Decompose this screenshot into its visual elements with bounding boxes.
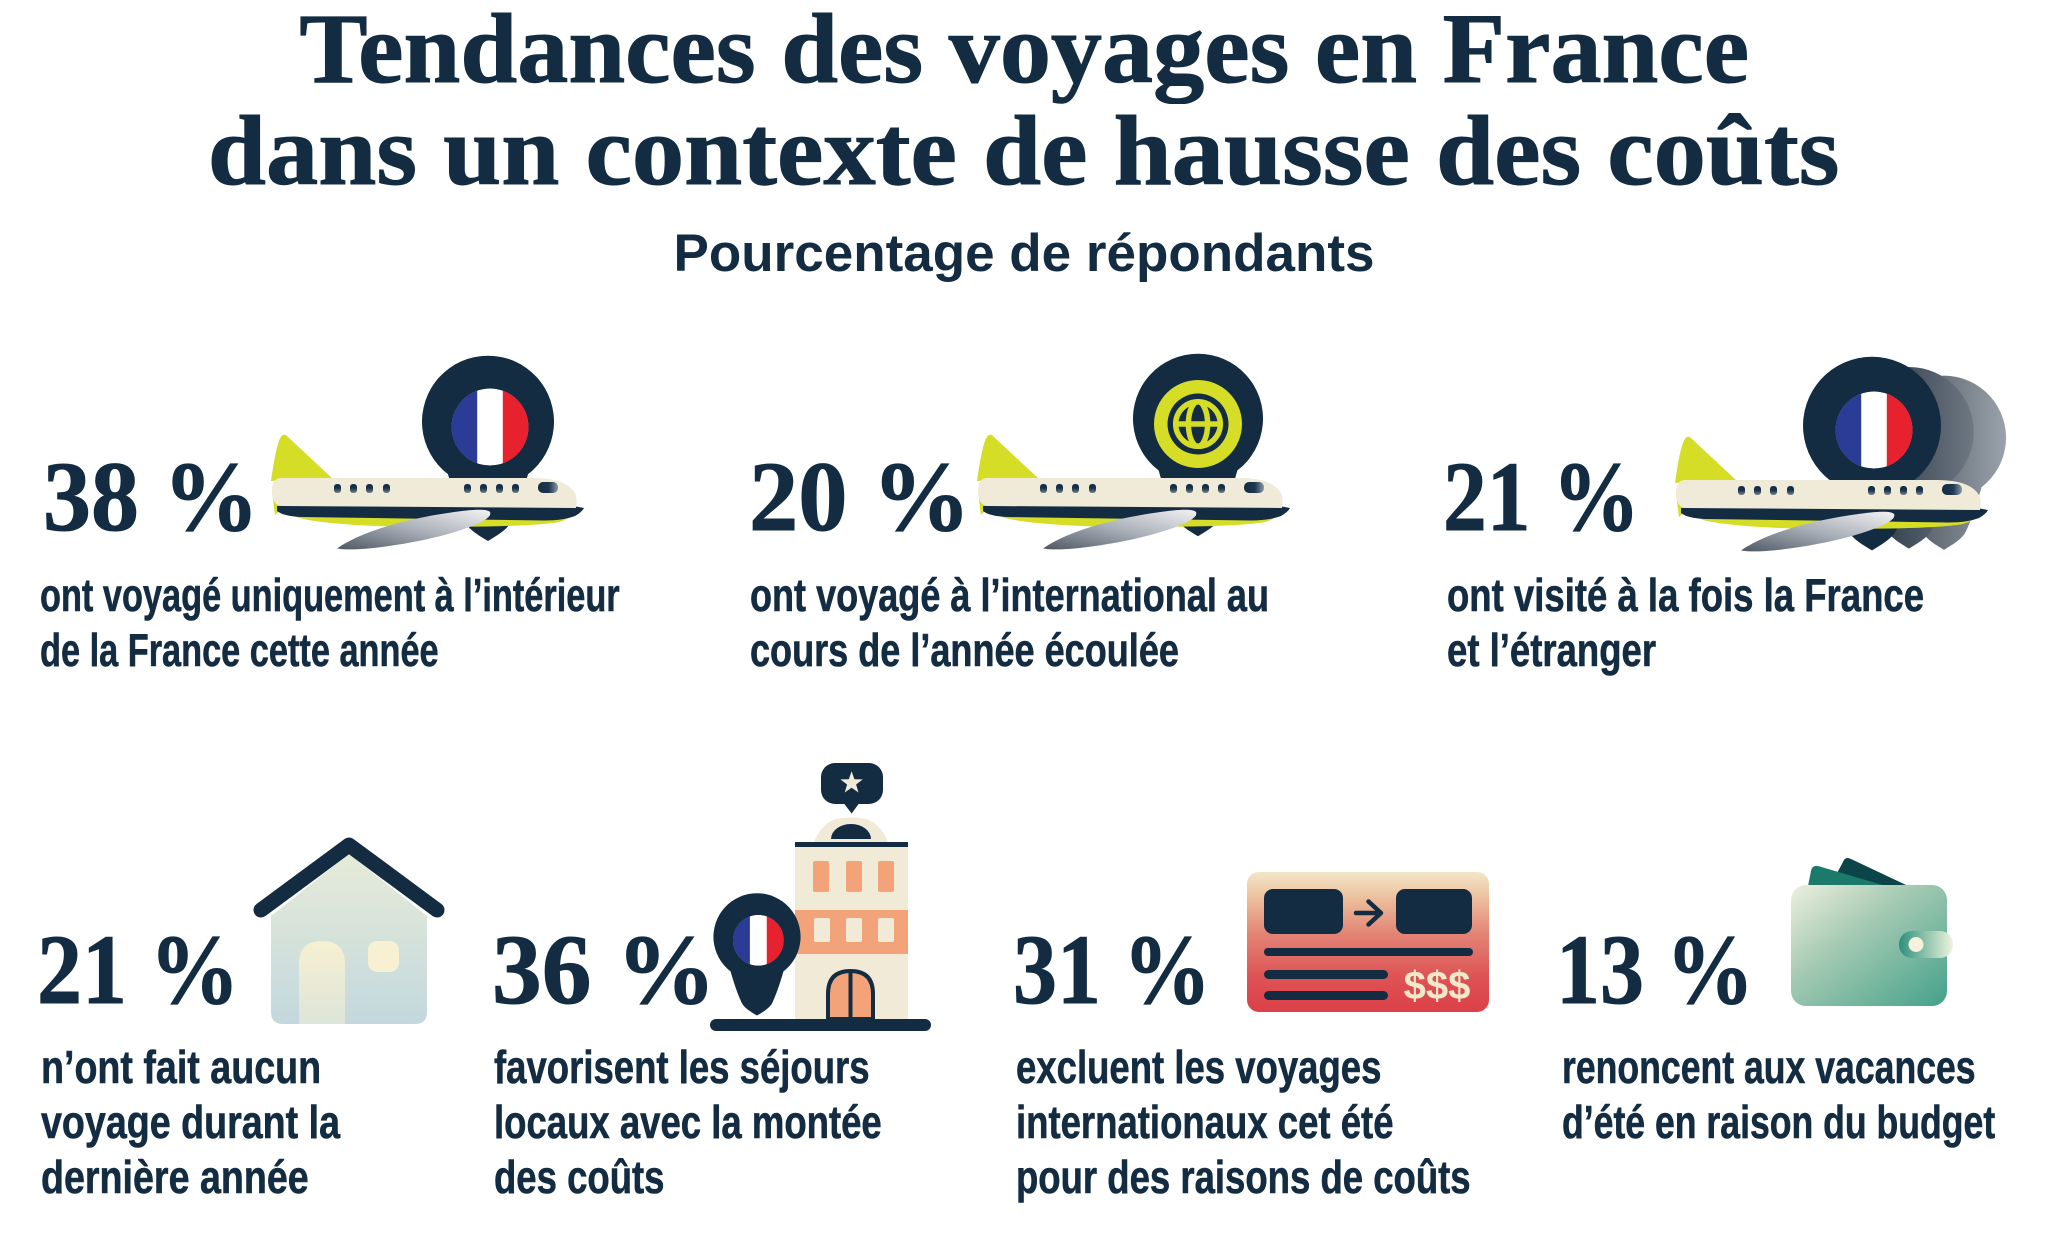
svg-text:$$$: $$$: [1404, 964, 1471, 1008]
